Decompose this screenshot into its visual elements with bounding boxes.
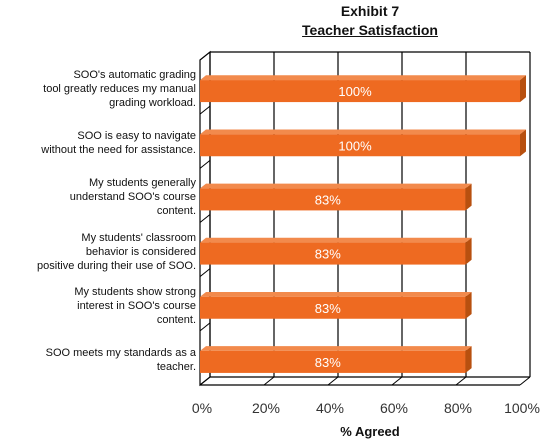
x-tick-label: 20% xyxy=(251,400,281,416)
chart-title: Exhibit 7 xyxy=(340,3,400,19)
category-divider xyxy=(199,214,211,223)
bar-side xyxy=(465,346,472,373)
data-label: 83% xyxy=(315,355,341,370)
bar-side xyxy=(465,183,472,211)
chart-subtitle: Teacher Satisfaction xyxy=(302,22,438,38)
category-label: My students show strong interest in SOO's… xyxy=(0,285,196,327)
data-label: 100% xyxy=(338,138,372,153)
bar xyxy=(200,80,520,103)
bar-top xyxy=(200,183,472,189)
x-tick-label: 100% xyxy=(504,400,540,416)
bar-top xyxy=(200,346,472,351)
x-axis-label: % Agreed xyxy=(340,424,400,439)
category-label-line: tool greatly reduces my manual xyxy=(43,83,196,96)
category-label-line: SOO's automatic grading xyxy=(73,69,196,82)
bar xyxy=(200,188,466,211)
category-label-line: positive during their use of SOO. xyxy=(37,259,196,272)
x-tick-label: 0% xyxy=(191,400,213,416)
x-tick-label: 40% xyxy=(315,400,345,416)
category-label-line: SOO meets my standards as a xyxy=(45,346,196,359)
data-label: 83% xyxy=(315,247,341,262)
x-tick-label: 60% xyxy=(379,400,409,416)
bar xyxy=(200,350,466,373)
floor-gridline xyxy=(263,376,275,386)
category-label-line: without the need for assistance. xyxy=(41,144,196,157)
category-label-line: My students show strong xyxy=(74,285,196,298)
category-label-line: content. xyxy=(156,313,196,326)
bar xyxy=(200,242,466,265)
bar-side xyxy=(520,129,526,157)
bar xyxy=(200,134,520,157)
bar-side xyxy=(465,237,472,265)
category-label: SOO meets my standards as a teacher. xyxy=(0,346,196,374)
bar xyxy=(200,296,466,319)
category-label-line: grading workload. xyxy=(109,97,196,110)
floor-gridline xyxy=(391,376,403,386)
data-label: 100% xyxy=(338,84,372,99)
category-label: My students generally understand SOO's co… xyxy=(0,176,196,218)
category-label-line: interest in SOO's course xyxy=(77,299,196,312)
floor-gridline xyxy=(327,376,339,386)
category-divider xyxy=(199,159,211,169)
bar-top xyxy=(200,291,472,297)
category-label-line: SOO is easy to navigate xyxy=(77,130,196,143)
category-label-line: behavior is considered xyxy=(85,245,196,258)
data-label: 83% xyxy=(315,192,341,207)
category-label: SOO is easy to navigate without the need … xyxy=(0,129,196,157)
category-label: SOO's automatic grading tool greatly redu… xyxy=(0,68,196,110)
x-tick-label: 80% xyxy=(443,400,473,416)
floor-gridline xyxy=(455,376,467,386)
bar-top xyxy=(200,237,472,243)
bar-side xyxy=(520,75,526,103)
category-divider xyxy=(199,105,211,115)
bar-top xyxy=(200,75,526,81)
category-divider xyxy=(199,322,211,332)
category-label-line: understand SOO's course xyxy=(69,191,196,204)
category-divider xyxy=(199,268,211,278)
bar-side xyxy=(465,291,472,319)
category-label-line: My students' classroom xyxy=(81,231,196,244)
category-label-line: My students generally xyxy=(89,177,196,190)
data-label: 83% xyxy=(315,301,341,316)
category-label-line: content. xyxy=(156,205,196,218)
category-label-line: teacher. xyxy=(156,360,196,373)
bar-top xyxy=(200,129,526,135)
floor-gridline xyxy=(519,376,531,386)
category-label: My students' classroom behavior is consid… xyxy=(0,231,196,273)
